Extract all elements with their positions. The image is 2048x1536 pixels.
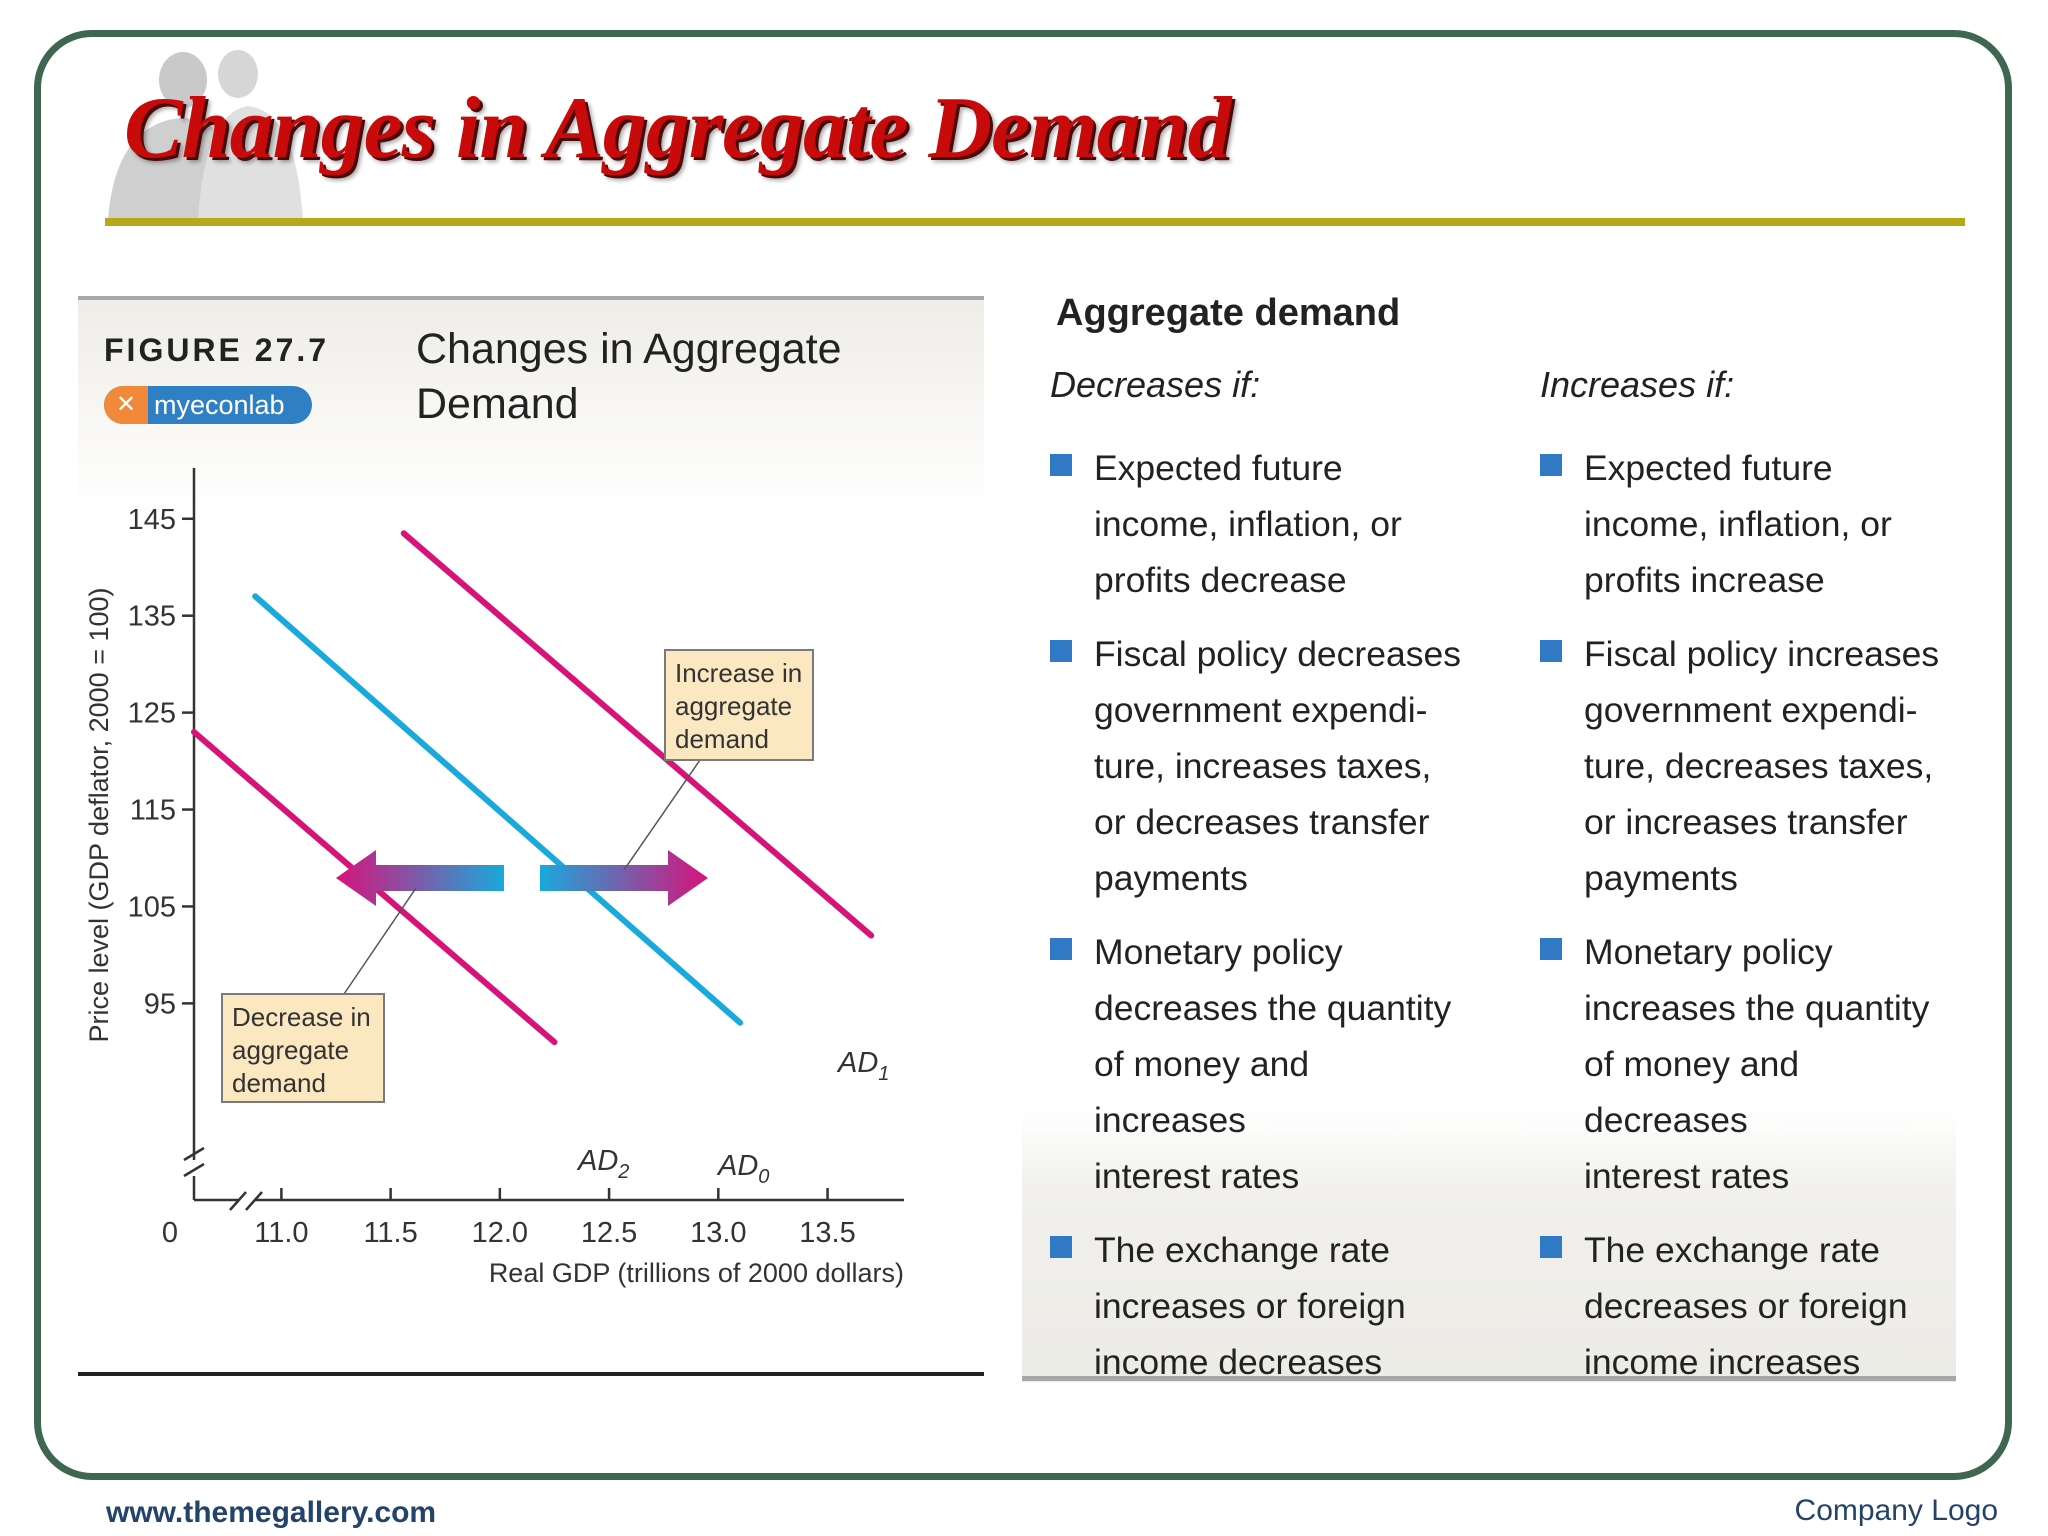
x-tick-label: 12.0 [472, 1217, 528, 1249]
myeconlab-logo-icon: ✕ [104, 386, 148, 424]
x-tick-label: 12.5 [581, 1217, 637, 1249]
list-item: Fiscal policy decreases government expen… [1050, 626, 1470, 906]
curve-label-ad0: AD0 [716, 1150, 769, 1188]
slide-title: Changes in Aggregate Demand [124, 80, 1232, 177]
decrease-annotation-text: aggregate [232, 1035, 349, 1065]
list-item: Fiscal policy increases government expen… [1540, 626, 1960, 906]
myeconlab-badge[interactable]: ✕ myeconlab [104, 386, 312, 424]
y-tick-label: 95 [144, 988, 176, 1020]
y-tick-label: 145 [128, 504, 176, 536]
myeconlab-label: myeconlab [154, 390, 285, 420]
panel-heading: Aggregate demand [1056, 292, 1401, 334]
figure-label: FIGURE 27.7 [104, 332, 330, 368]
square-bullet-icon [1050, 640, 1072, 662]
x-axis-label: Real GDP (trillions of 2000 dollars) [489, 1258, 904, 1288]
decrease-annotation-box [221, 993, 385, 1103]
increases-heading: Increases if: [1540, 364, 1735, 405]
square-bullet-icon [1050, 454, 1072, 476]
curve-label-ad1: AD1 [836, 1047, 889, 1085]
list-item: Expected future income, inflation, or pr… [1540, 440, 1960, 608]
footer-website-link[interactable]: www.themegallery.com [106, 1496, 437, 1529]
increase-annotation-text: aggregate [675, 691, 792, 721]
decrease-annotation-text: Decrease in [232, 1002, 371, 1032]
square-bullet-icon [1540, 640, 1562, 662]
y-tick-label: 115 [130, 795, 176, 827]
square-bullet-icon [1050, 938, 1072, 960]
list-item: Monetary policy decreases the quantity o… [1050, 924, 1470, 1204]
square-bullet-icon [1050, 1236, 1072, 1258]
business-people-icon [108, 50, 303, 220]
square-bullet-icon [1540, 1236, 1562, 1258]
y-axis-break [183, 1146, 205, 1178]
list-item: The exchange rate decreases or foreign i… [1540, 1222, 1960, 1390]
decrease-leader-line [343, 887, 417, 995]
footer-company-logo: Company Logo [1794, 1494, 1998, 1527]
increase-shift-arrow [540, 850, 708, 906]
curve-label-subscript: 2 [617, 1161, 629, 1183]
figure-title: Changes in Aggregate Demand [416, 325, 842, 428]
title-underline [105, 218, 1965, 226]
chart-axes: 95 105 115 125 135 145 11.0 11.5 12.0 12.5 13.0 13.… [84, 468, 904, 1288]
decreases-heading: Decreases if: [1050, 364, 1261, 405]
y-tick-label: 105 [128, 891, 176, 923]
curve-label-ad2: AD2 [576, 1145, 629, 1183]
increase-annotation-text: demand [675, 724, 769, 754]
square-bullet-icon [1540, 454, 1562, 476]
list-item: The exchange rate increases or foreign i… [1050, 1222, 1470, 1390]
y-tick-label: 125 [128, 698, 176, 730]
y-axis-label: Price level (GDP deflator, 2000 = 100) [84, 587, 114, 1042]
curve-label-subscript: 1 [878, 1063, 889, 1085]
x-axis-break [229, 1191, 263, 1211]
aggregate-demand-panel [1022, 290, 1956, 1382]
x-tick-label: 13.0 [690, 1217, 746, 1249]
list-item: Monetary policy increases the quantity o… [1540, 924, 1960, 1204]
x-tick-label: 11.5 [363, 1217, 417, 1249]
curve-label-subscript: 0 [758, 1166, 769, 1188]
figure-bottom-rule [78, 1372, 984, 1376]
decreases-list: Expected future income, inflation, or pr… [1050, 440, 1470, 1408]
origin-label: 0 [162, 1217, 178, 1249]
figure-top-rule [78, 296, 984, 300]
increase-annotation-box [664, 649, 814, 761]
decrease-shift-arrow [336, 850, 504, 906]
x-tick-label: 11.0 [254, 1217, 308, 1249]
list-item: Expected future income, inflation, or pr… [1050, 440, 1470, 608]
panel-bottom-rule [1022, 1376, 1956, 1381]
decrease-annotation-text: demand [232, 1068, 326, 1098]
increases-list: Expected future income, inflation, or pr… [1540, 440, 1960, 1408]
curve-ad0 [252, 593, 744, 1026]
increase-annotation-text: Increase in [675, 658, 802, 688]
chart-series: AD0 AD1 AD2 [191, 530, 889, 1188]
square-bullet-icon [1540, 938, 1562, 960]
curve-ad1 [400, 530, 875, 939]
increase-leader-line [623, 759, 701, 871]
x-tick-label: 13.5 [799, 1217, 855, 1249]
y-tick-label: 135 [128, 601, 176, 633]
aggregate-demand-chart: 95 105 115 125 135 145 11.0 11.5 12.0 12.5 13.0 13.… [84, 468, 904, 1288]
